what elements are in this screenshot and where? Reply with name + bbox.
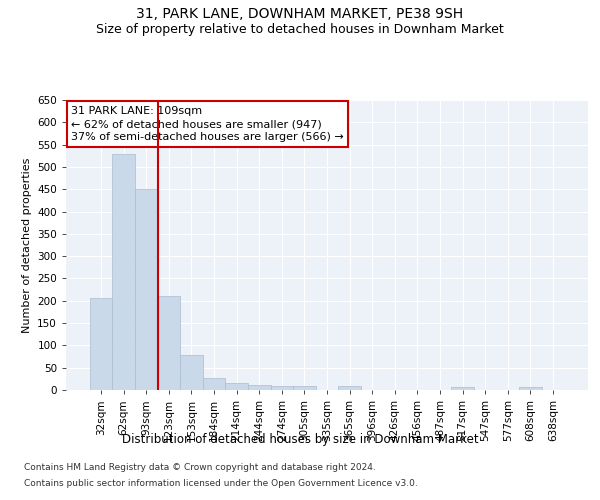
Bar (112, 154, 135, 390)
Bar (338, 386, 361, 390)
Bar (226, 384, 248, 390)
Bar (271, 386, 293, 390)
Bar (180, 355, 203, 390)
Bar (135, 189, 158, 390)
Y-axis label: Number of detached properties: Number of detached properties (22, 158, 32, 332)
Text: Contains public sector information licensed under the Open Government Licence v3: Contains public sector information licen… (24, 478, 418, 488)
Text: Distribution of detached houses by size in Downham Market: Distribution of detached houses by size … (122, 432, 478, 446)
Bar (203, 378, 226, 390)
Bar (519, 387, 542, 390)
Text: 31, PARK LANE, DOWNHAM MARKET, PE38 9SH: 31, PARK LANE, DOWNHAM MARKET, PE38 9SH (136, 8, 464, 22)
Bar (451, 387, 474, 390)
Text: Contains HM Land Registry data © Crown copyright and database right 2024.: Contains HM Land Registry data © Crown c… (24, 464, 376, 472)
Text: 31 PARK LANE: 109sqm
← 62% of detached houses are smaller (947)
37% of semi-deta: 31 PARK LANE: 109sqm ← 62% of detached h… (71, 106, 344, 142)
Bar (158, 296, 180, 390)
Bar (90, 298, 112, 390)
Bar (248, 384, 271, 390)
Bar (293, 386, 316, 390)
Text: Size of property relative to detached houses in Downham Market: Size of property relative to detached ho… (96, 22, 504, 36)
